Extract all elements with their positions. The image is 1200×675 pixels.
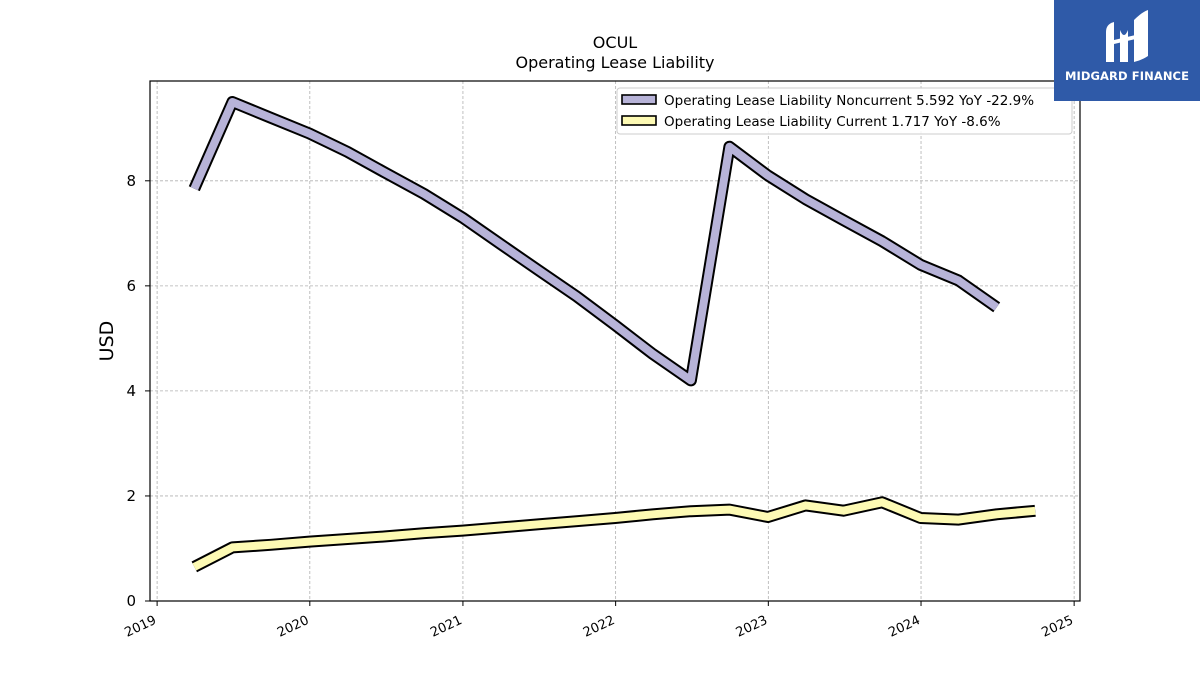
y-tick-label: 2 xyxy=(126,487,136,505)
y-tick-label: 8 xyxy=(126,172,136,190)
chart-title: OCUL xyxy=(593,33,637,52)
y-axis-ticks: 0 2 4 6 8 xyxy=(126,172,150,610)
y-tick-label: 6 xyxy=(126,277,136,295)
chart-subtitle: Operating Lease Liability xyxy=(515,53,714,72)
y-tick-label: 4 xyxy=(126,382,136,400)
x-axis-ticks: 2019 2020 2021 2022 2023 2024 2025 xyxy=(122,601,1076,641)
logo-mark-icon xyxy=(1106,10,1148,62)
x-tick-label: 2023 xyxy=(734,613,770,641)
brand-logo-text: MIDGARD FINANCE xyxy=(1064,69,1190,83)
y-axis-label: USD xyxy=(96,321,118,362)
legend-swatch-noncurrent xyxy=(621,94,657,105)
x-tick-label: 2019 xyxy=(122,613,158,641)
series-lines xyxy=(188,96,1036,573)
legend-swatch-current xyxy=(621,115,657,126)
legend-label-current: Operating Lease Liability Current 1.717 … xyxy=(664,114,1001,130)
x-tick-label: 2024 xyxy=(886,613,922,641)
x-tick-label: 2022 xyxy=(581,613,617,641)
x-tick-label: 2021 xyxy=(428,613,464,641)
plot-area-frame xyxy=(149,80,1081,602)
legend-label-noncurrent: Operating Lease Liability Noncurrent 5.5… xyxy=(664,93,1034,109)
x-tick-label: 2020 xyxy=(275,613,311,641)
y-tick-label: 0 xyxy=(126,592,136,610)
brand-logo: MIDGARD FINANCE xyxy=(1054,0,1200,101)
legend: Operating Lease Liability Noncurrent 5.5… xyxy=(616,87,1073,135)
x-tick-label: 2025 xyxy=(1040,613,1076,641)
legend-box xyxy=(616,87,1073,135)
series-line-current xyxy=(192,498,1036,571)
grid-lines xyxy=(150,81,1080,601)
series-line-noncurrent xyxy=(190,98,999,385)
